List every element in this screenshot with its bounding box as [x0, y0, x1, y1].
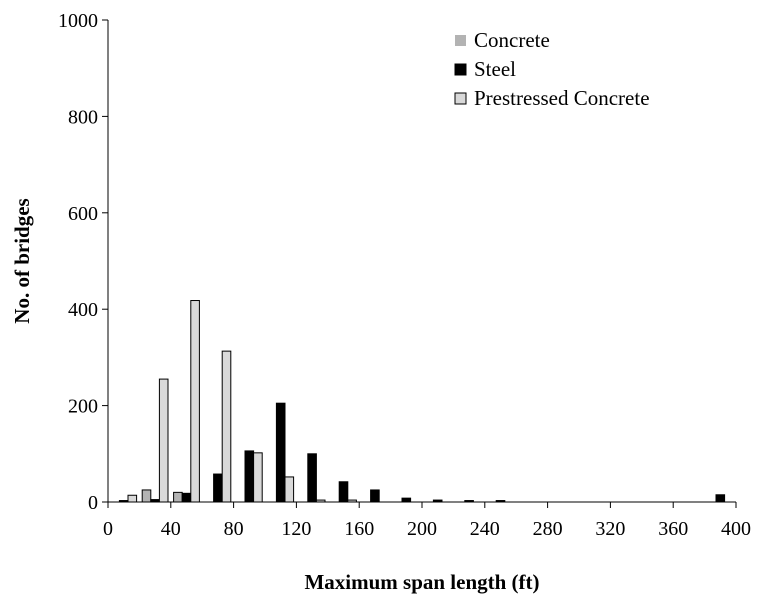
x-tick-label: 200 [407, 518, 437, 540]
bar-concrete-40 [141, 489, 152, 503]
x-tick-label: 120 [281, 518, 311, 540]
y-tick-label: 400 [68, 299, 98, 321]
bar-steel-120 [275, 402, 286, 503]
bar-prestressed-concrete-100 [253, 452, 263, 503]
legend-label-steel: Steel [474, 57, 516, 81]
x-tick-label: 240 [470, 518, 500, 540]
bar-prestressed-concrete-40 [158, 378, 169, 503]
bar-steel-400 [715, 494, 726, 503]
legend: Concrete Steel Prestressed Concrete [454, 28, 650, 110]
x-tick-label: 280 [533, 518, 563, 540]
y-tick-label: 600 [68, 203, 98, 225]
x-tick-label: 40 [161, 518, 181, 540]
x-tick-label: 360 [658, 518, 688, 540]
y-axis-title: No. of bridges [10, 198, 34, 323]
x-tick-label: 0 [103, 518, 113, 540]
ticks-group: 0 200 400 600 800 1000 0 40 80 120 160 200 240 280 320… [58, 10, 751, 540]
bar-prestressed-concrete-20 [127, 494, 138, 503]
x-tick-label: 80 [224, 518, 244, 540]
bar-steel-160 [338, 481, 349, 503]
x-axis-title: Maximum span length (ft) [304, 570, 539, 594]
x-tick-label: 160 [344, 518, 374, 540]
y-tick-label: 800 [68, 106, 98, 128]
legend-swatch-concrete [455, 35, 466, 46]
bars-group [118, 300, 726, 503]
bar-steel-200 [401, 497, 412, 503]
legend-label-concrete: Concrete [474, 28, 550, 52]
y-tick-label: 200 [68, 396, 98, 418]
x-tick-label: 400 [721, 518, 751, 540]
legend-swatch-prestressed-concrete [454, 92, 467, 105]
bar-concrete-60 [173, 491, 183, 503]
x-tick-label: 320 [595, 518, 625, 540]
bar-steel-100 [244, 450, 255, 503]
bar-steel-140 [307, 453, 317, 503]
bar-prestressed-concrete-80 [221, 350, 232, 503]
y-tick-label: 0 [88, 492, 98, 514]
bar-steel-60 [181, 492, 192, 503]
bar-steel-180 [370, 489, 380, 503]
legend-label-prestressed-concrete: Prestressed Concrete [474, 86, 650, 110]
legend-swatch-steel [454, 63, 467, 76]
y-tick-label: 1000 [58, 10, 98, 32]
bar-prestressed-concrete-60 [190, 300, 200, 503]
bar-prestressed-concrete-120 [284, 476, 295, 503]
bar-steel-80 [213, 473, 223, 503]
